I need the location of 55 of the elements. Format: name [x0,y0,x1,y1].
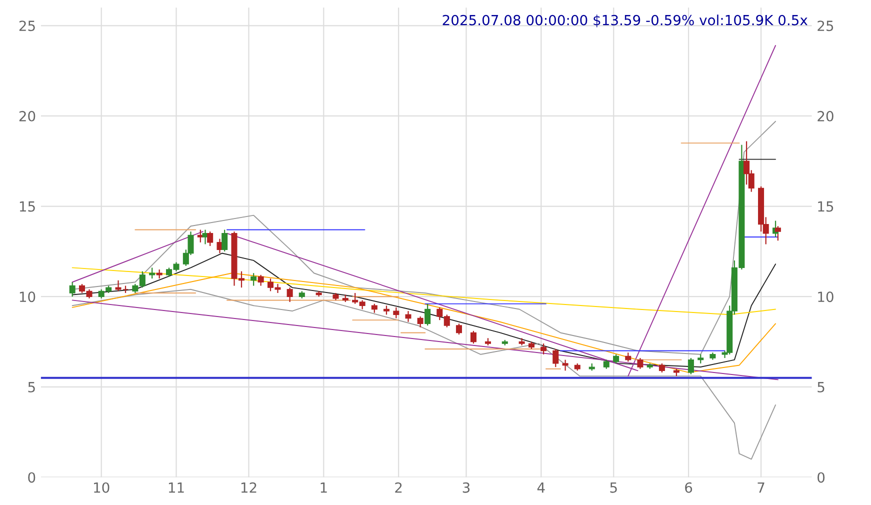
candlestick [637,357,644,370]
candlestick [518,338,525,346]
candlestick [258,274,264,286]
y-tick-label: 25 [19,20,35,32]
candlestick [405,310,412,322]
candlestick [156,268,162,280]
line-series [72,252,776,368]
candlestick [456,323,462,336]
line-series [72,272,776,373]
candlestick [222,229,228,252]
candlestick [774,226,781,242]
candlestick [250,272,257,286]
candlestick [562,359,568,372]
y-tick-label: 5 [28,382,35,392]
y-tick-label: 10 [20,292,36,302]
chart-title: 2025.07.08 00:00:00 $13.59 -0.59% vol:105.9K 0.5x [442,14,808,28]
candlestick [613,354,620,364]
candlestick [552,348,559,368]
candlestick [424,303,431,326]
y2-tick-label: 10 [818,292,834,302]
candlestick [625,352,632,362]
x-tick-label: 3 [462,482,470,493]
candlestick [69,282,76,298]
y2-tick-label: 15 [818,201,834,212]
x-tick-label: 5 [610,482,617,493]
y2-tick-label: 5 [818,382,824,392]
x-tick-label: 6 [685,482,692,493]
x-tick-label: 2 [395,482,402,493]
candlestick [470,330,476,344]
x-tick-label: 12 [241,482,256,493]
candlestick [658,362,665,374]
candlestick [417,316,424,328]
candlestick [698,354,704,364]
candlestick [603,359,610,370]
candlestick [540,343,547,355]
y-tick-label: 0 [28,472,36,483]
y2-tick-label: 20 [818,110,834,122]
x-tick-label: 7 [758,482,764,493]
y-tick-label: 15 [20,201,35,212]
y2-tick-label: 25 [818,20,834,32]
y-tick-label: 20 [19,110,36,122]
candlestick [383,305,390,316]
candlestick [371,303,378,314]
x-tick-label: 4 [537,482,545,493]
x-tick-label: 10 [94,482,110,493]
x-tick-label: 11 [168,482,184,493]
candlestick [688,357,694,375]
x-tick-label: 1 [320,482,327,493]
candlestick [286,287,293,303]
y2-tick-label: 0 [818,472,825,483]
line-series [72,288,776,460]
candlestick [393,306,400,319]
line-series [72,267,776,316]
candlestick [207,231,214,247]
candlestick [149,267,156,280]
